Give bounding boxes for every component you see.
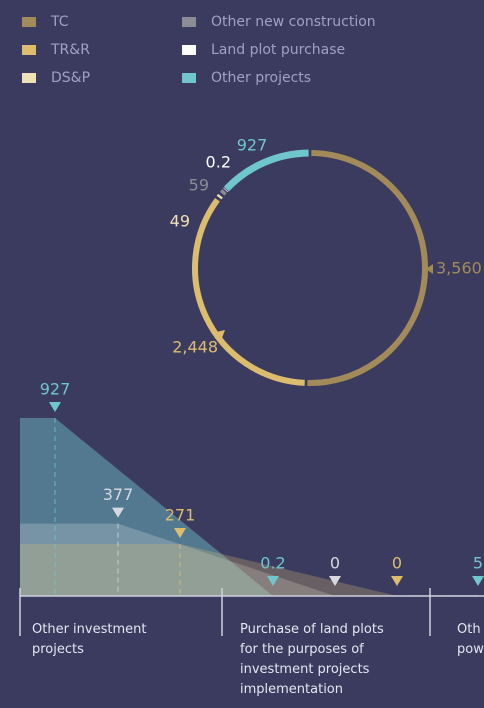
category-label: pow <box>457 642 484 657</box>
value-label: 927 <box>40 380 71 399</box>
donut-segment <box>307 150 428 386</box>
donut-segment <box>219 189 227 196</box>
marker <box>49 402 61 412</box>
donut-label: 0.2 <box>206 153 231 172</box>
legend-label: TC <box>50 14 69 30</box>
pointer <box>216 330 225 338</box>
area <box>20 418 478 596</box>
donut-segment <box>216 193 223 200</box>
legend-label: Other new construction <box>211 14 376 30</box>
legend-label: TR&R <box>50 42 90 58</box>
marker <box>472 576 484 586</box>
pointer <box>426 264 433 274</box>
value-label: 0.2 <box>260 554 285 573</box>
category-label: implementation <box>240 682 343 697</box>
donut-label: 927 <box>237 136 268 155</box>
area <box>20 523 335 596</box>
marker <box>391 576 403 586</box>
donut-label: 59 <box>189 176 209 195</box>
category-label: Oth <box>457 622 481 637</box>
legend-swatch <box>22 73 36 83</box>
value-label: 0 <box>392 554 402 573</box>
legend-label: Other projects <box>211 70 311 86</box>
category-label: Purchase of land plots <box>240 622 384 637</box>
marker <box>112 507 124 518</box>
area <box>20 543 397 596</box>
donut-label: 2,448 <box>172 338 218 357</box>
donut-segment <box>223 149 309 192</box>
legend-swatch <box>182 45 196 55</box>
legend-swatch <box>22 45 36 55</box>
category-label: for the purposes of <box>240 642 364 657</box>
marker <box>329 576 341 586</box>
donut-segment <box>192 197 305 386</box>
value-label: 271 <box>165 505 196 524</box>
legend-swatch <box>182 73 196 83</box>
donut-label: 49 <box>170 212 190 231</box>
legend-swatch <box>22 17 36 27</box>
legend-label: Land plot purchase <box>211 42 345 58</box>
donut-label: 3,560 <box>436 259 482 278</box>
value-label: 377 <box>103 485 134 504</box>
marker <box>174 527 186 538</box>
value-label: 0 <box>330 554 340 573</box>
value-label: 5 <box>473 554 483 573</box>
category-label: Other investment <box>32 622 146 637</box>
legend-label: DS&P <box>51 70 90 86</box>
legend-swatch <box>182 17 196 27</box>
category-label: investment projects <box>240 662 370 677</box>
marker <box>267 576 279 586</box>
category-label: projects <box>32 642 84 657</box>
